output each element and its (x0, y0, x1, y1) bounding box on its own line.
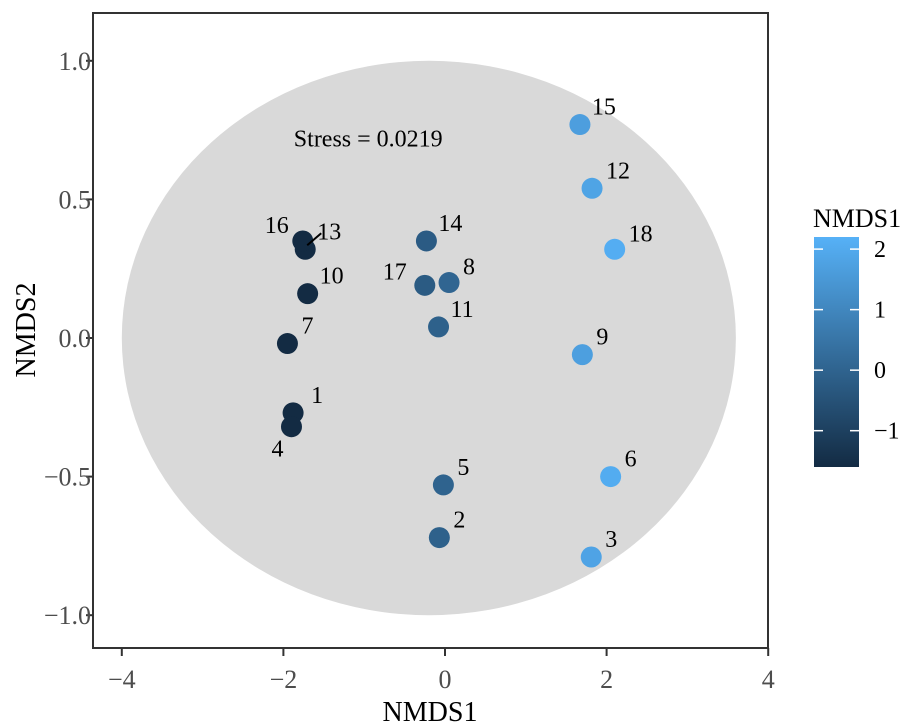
point-5 (432, 474, 454, 496)
axes-layer: −4 −2 0 2 4 −1.0 −0.5 0.0 0.5 1.0 (44, 47, 775, 694)
point-7 (276, 333, 298, 355)
background-ellipse (121, 60, 736, 616)
point-4 (280, 416, 302, 438)
point-label-18: 18 (629, 221, 653, 247)
point-label-2: 2 (453, 508, 465, 534)
x-tick-label: −2 (270, 665, 298, 694)
point-18 (604, 238, 626, 260)
y-tick-label: 0.0 (59, 324, 92, 353)
point-label-5: 5 (457, 455, 469, 481)
y-tick-label: −1.0 (44, 601, 91, 630)
y-axis-title: NMDS2 (11, 283, 42, 378)
plot-panel-border (92, 12, 769, 649)
y-tick-label: −0.5 (44, 463, 91, 492)
y-tick-label: 0.5 (59, 185, 92, 214)
point-14 (415, 230, 437, 252)
point-9 (571, 344, 593, 366)
point-12 (581, 177, 603, 199)
point-15 (569, 114, 591, 136)
point-2 (428, 527, 450, 549)
color-legend: NMDS1 2 1 0 −1 (813, 204, 901, 467)
legend-title: NMDS1 (813, 204, 901, 233)
point-label-6: 6 (625, 447, 637, 473)
point-label-1: 1 (311, 383, 323, 409)
legend-tick-label: −1 (874, 419, 900, 445)
point-11 (428, 316, 450, 338)
point-label-8: 8 (463, 255, 475, 281)
point-label-4: 4 (271, 437, 283, 463)
legend-tick-label: 1 (874, 298, 886, 324)
legend-ticks: 2 1 0 −1 (814, 237, 900, 445)
point-label-13: 13 (317, 219, 341, 245)
point-17 (414, 274, 436, 296)
point-label-11: 11 (451, 297, 474, 323)
point-3 (580, 546, 602, 568)
plot-background-layer (121, 60, 736, 616)
x-tick-label: −4 (108, 665, 136, 694)
point-6 (600, 466, 622, 488)
point-label-3: 3 (605, 527, 617, 553)
point-label-15: 15 (592, 95, 616, 121)
legend-tick-label: 2 (874, 237, 886, 263)
legend-color-bar (814, 237, 859, 467)
label-leader-13 (306, 232, 322, 247)
y-tick-label: 1.0 (59, 47, 92, 76)
point-label-10: 10 (320, 264, 344, 290)
point-8 (438, 272, 460, 294)
point-label-17: 17 (383, 259, 407, 285)
x-tick-label: 4 (762, 665, 775, 694)
points-layer (276, 114, 626, 568)
x-axis-title: NMDS1 (383, 697, 478, 723)
point-10 (297, 283, 319, 305)
stress-annotation: Stress = 0.0219 (294, 127, 443, 153)
x-tick-label: 2 (600, 665, 613, 694)
point-label-16: 16 (265, 213, 289, 239)
point-label-12: 12 (606, 158, 630, 184)
point-label-14: 14 (438, 211, 462, 237)
point-label-7: 7 (301, 314, 313, 340)
point-16 (292, 230, 314, 252)
x-tick-label: 0 (439, 665, 452, 694)
point-label-9: 9 (596, 325, 608, 351)
legend-tick-label: 0 (874, 358, 886, 384)
